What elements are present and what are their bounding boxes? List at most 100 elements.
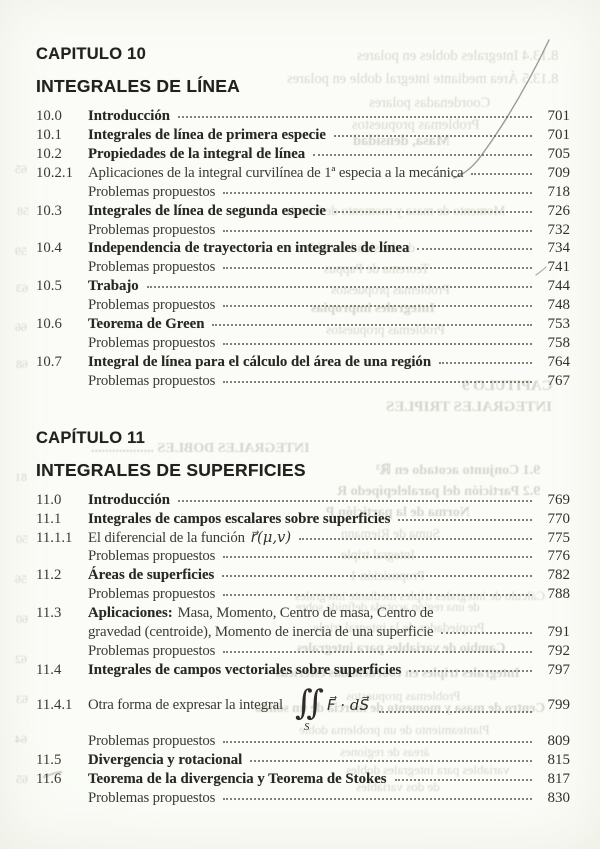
entry-title: El diferencial de la función	[88, 529, 245, 546]
toc-entry: Problemas propuestos 776	[36, 547, 570, 566]
entry-number: 11.1	[36, 510, 62, 527]
dot-leader	[379, 710, 532, 713]
entry-number: 11.5	[36, 751, 62, 768]
chapter-section: CAPITULO 10 INTEGRALES DE LÍNEA 10.0 Introd…	[36, 44, 570, 391]
double-integral-symbol: ∬	[294, 682, 324, 723]
ghost-showthrough-text: 64	[15, 732, 27, 746]
toc-entry: 11.5 Divergencia y rotacional 815	[36, 751, 570, 770]
dot-leader	[223, 342, 532, 345]
toc-entry: 10.4 Independencia de trayectoria en inte…	[36, 239, 570, 258]
toc-entry: Problemas propuestos 758	[36, 334, 570, 353]
dot-leader	[394, 778, 532, 781]
ghost-showthrough-text: 68	[16, 357, 28, 371]
toc-entry: Problemas propuestos 748	[36, 296, 570, 315]
ghost-showthrough-text: 63	[16, 281, 28, 295]
entry-page-number: 791	[547, 624, 571, 641]
dot-leader	[223, 594, 532, 597]
toc-entry: Problemas propuestos 830	[36, 789, 570, 808]
entry-page-number: 748	[547, 297, 571, 314]
toc-entry: Problemas propuestos 788	[36, 585, 570, 604]
toc-entry: 10.0 Introducción 701	[36, 107, 570, 126]
entry-number: 11.1.1	[36, 529, 73, 546]
entry-number: 10.7	[36, 353, 62, 370]
entry-number: 11.2	[36, 567, 62, 584]
entry-page-number: 758	[547, 334, 571, 351]
entry-title: Propiedades de la integral de línea	[88, 145, 306, 162]
entry-title: Problemas propuestos	[88, 259, 216, 276]
ghost-showthrough-text: 81	[15, 470, 27, 484]
entry-page-number: 788	[547, 586, 571, 603]
entry-title: Problemas propuestos	[88, 297, 216, 314]
dot-leader	[223, 229, 532, 232]
toc-entry: Problemas propuestos 741	[36, 258, 570, 277]
dot-leader	[222, 575, 532, 578]
entry-title: Trabajo	[88, 278, 139, 295]
entry-title: Integrales de línea de primera especie	[88, 127, 326, 143]
entry-page-number: 705	[547, 145, 571, 162]
dot-leader	[299, 537, 532, 540]
entry-title: Introducción	[88, 108, 170, 125]
dot-leader	[439, 361, 532, 364]
entry-title: Teorema de la divergencia y Teorema de S…	[88, 770, 387, 787]
entry-page-number: 792	[547, 642, 571, 659]
entry-number: 10.2	[36, 145, 62, 162]
entry-title: Introducción	[88, 491, 170, 508]
entry-title: Masa, Momento, Centro de masa, Centro de	[177, 605, 434, 622]
entry-title: Problemas propuestos	[88, 548, 216, 565]
toc-entry: 10.1 Integrales de línea de primera espec…	[36, 126, 570, 145]
entry-title: Problemas propuestos	[88, 789, 216, 806]
dot-leader	[223, 305, 532, 308]
entry-number: 10.0	[36, 108, 62, 125]
entry-page-number: 764	[547, 353, 571, 370]
ghost-showthrough-text: 58	[17, 204, 29, 218]
entry-title: Problemas propuestos	[88, 183, 216, 200]
entry-page-number: 753	[547, 316, 571, 333]
table-of-contents: CAPITULO 10 INTEGRALES DE LÍNEA 10.0 Introd…	[36, 33, 570, 807]
entry-page-number: 797	[547, 661, 571, 678]
toc-entry: 11.0 Introducción 769	[36, 491, 570, 510]
dot-leader	[223, 740, 532, 743]
dot-leader	[223, 191, 532, 194]
entry-page-number: 718	[547, 183, 571, 200]
entry-page-number: 776	[547, 548, 571, 565]
dot-leader	[398, 518, 532, 521]
surface-integral-formula: ∬ S F⃗ · dS⃗	[294, 682, 369, 733]
entry-number: 11.6	[36, 770, 62, 787]
toc-entry: Problemas propuestos 718	[36, 183, 570, 202]
dot-leader	[146, 286, 532, 289]
entry-title: Integral de línea para el cálculo del ár…	[88, 353, 432, 370]
ghost-showthrough-text: 66	[15, 320, 27, 334]
entry-title: Integrales de campos escalares sobre sup…	[88, 510, 391, 527]
entry-number: 10.5	[36, 278, 62, 295]
entry-number: 10.2.1	[36, 164, 73, 181]
dot-leader	[177, 499, 532, 502]
entry-title: Problemas propuestos	[88, 372, 216, 389]
entry-number: 10.4	[36, 240, 62, 257]
ghost-showthrough-text: 63	[16, 692, 28, 706]
entry-page-number: 799	[547, 697, 571, 714]
entry-page-number: 709	[547, 164, 571, 181]
entry-title: Teorema de Green	[88, 316, 205, 333]
entry-title-prefix: Aplicaciones:	[88, 605, 173, 622]
entry-title: Independencia de trayectoria en integral…	[88, 240, 410, 257]
toc-entry: 10.2 Propiedades de la integral de línea 7…	[36, 145, 570, 164]
toc-entry: 11.6 Teorema de la divergencia y Teorema …	[36, 770, 570, 789]
entry-page-number: 767	[547, 372, 571, 389]
entry-page-number: 701	[547, 127, 571, 143]
entry-page-number: 770	[547, 510, 571, 527]
entry-page-number: 744	[547, 278, 571, 295]
entry-title: Otra forma de expresar la integral	[88, 697, 283, 714]
chapter-title: INTEGRALES DE SUPERFICIES	[36, 459, 306, 480]
dot-leader	[212, 324, 532, 327]
toc-entry: 10.2.1 Aplicaciones de la integral curvil…	[36, 164, 570, 183]
entry-title: Divergencia y rotacional	[88, 751, 243, 768]
toc-entry: 11.3 Aplicaciones: Masa, Momento, Centro d…	[36, 604, 570, 623]
dot-leader	[471, 172, 532, 175]
dot-leader	[223, 267, 532, 270]
ghost-showthrough-text: 56	[15, 572, 27, 586]
toc-entry: 10.7 Integral de línea para el cálculo de…	[36, 353, 570, 372]
ghost-showthrough-text: 65	[16, 772, 28, 786]
entry-number: 11.4.1	[36, 697, 73, 714]
inline-math-formula: r⃗(μ,v)	[250, 528, 292, 546]
dot-leader	[250, 759, 532, 762]
